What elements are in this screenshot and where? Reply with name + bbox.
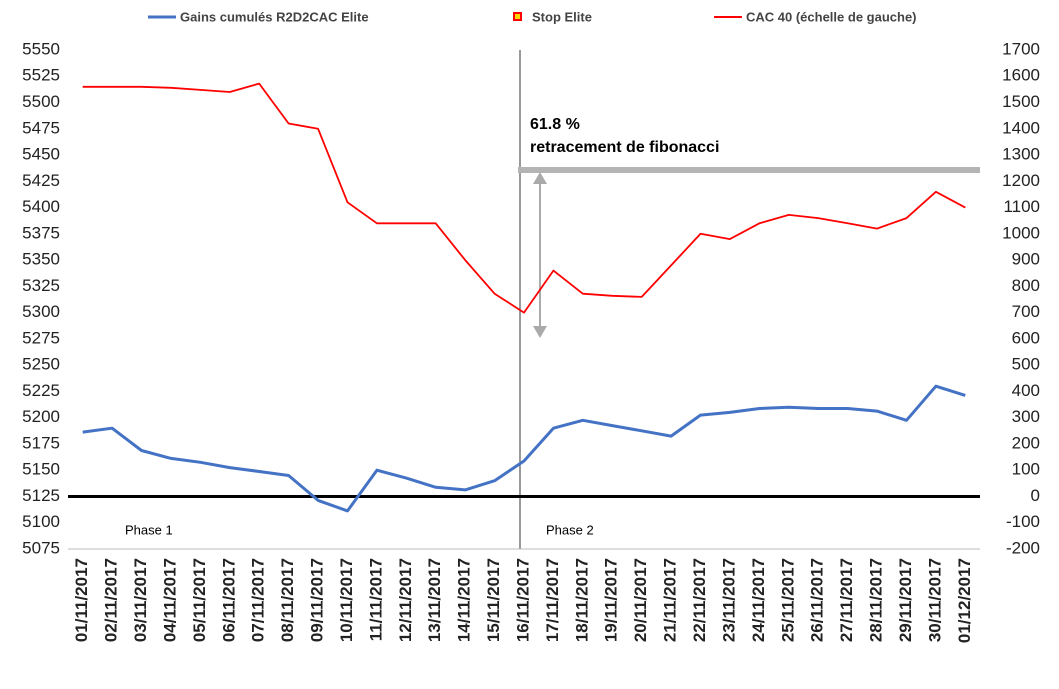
- y-tick-label: 5300: [22, 302, 60, 321]
- y-tick-label: 5550: [22, 39, 60, 58]
- y-tick-label: 5475: [22, 118, 60, 137]
- series-line: [82, 384, 966, 513]
- legend-item: CAC 40 (échelle de gauche): [714, 9, 917, 24]
- y2-tick-label: 1700: [1002, 39, 1040, 58]
- y2-tick-label: 1400: [1002, 118, 1040, 137]
- y-tick-label: 5225: [22, 381, 60, 400]
- legend-swatch: [513, 12, 522, 21]
- x-tick-label: 07/11/2017: [249, 558, 268, 642]
- x-tick-label: 16/11/2017: [513, 558, 532, 642]
- y2-tick-label: 200: [1012, 433, 1040, 452]
- y-tick-label: 5275: [22, 328, 60, 347]
- x-tick-label: 23/11/2017: [719, 558, 738, 642]
- x-tick-label: 02/11/2017: [102, 558, 121, 642]
- x-tick-label: 03/11/2017: [131, 558, 150, 642]
- x-tick-label: 15/11/2017: [484, 558, 503, 642]
- y-tick-label: 5525: [22, 66, 60, 85]
- annotation: Phase 2: [546, 522, 594, 537]
- x-tick-label: 14/11/2017: [455, 558, 474, 642]
- annotation: retracement de fibonacci: [530, 139, 719, 156]
- y2-tick-label: 800: [1012, 276, 1040, 295]
- y-tick-label: 5250: [22, 355, 60, 374]
- x-tick-label: 27/11/2017: [837, 558, 856, 642]
- legend-label: Gains cumulés R2D2CAC Elite: [180, 9, 369, 24]
- legend-label: CAC 40 (échelle de gauche): [746, 9, 917, 24]
- annotation: 61.8 %: [530, 116, 580, 133]
- x-tick-label: 28/11/2017: [867, 558, 886, 642]
- y-tick-label: 5200: [22, 407, 60, 426]
- legend-item: Gains cumulés R2D2CAC Elite: [148, 9, 369, 24]
- x-tick-label: 29/11/2017: [896, 558, 915, 642]
- x-tick-label: 24/11/2017: [749, 558, 768, 642]
- y-tick-label: 5125: [22, 486, 60, 505]
- y2-tick-label: 600: [1012, 328, 1040, 347]
- x-tick-label: 25/11/2017: [778, 558, 797, 642]
- y-tick-label: 5425: [22, 171, 60, 190]
- y2-tick-label: 400: [1012, 381, 1040, 400]
- x-tick-label: 19/11/2017: [602, 558, 621, 642]
- y2-tick-label: -100: [1006, 512, 1040, 531]
- x-tick-label: 21/11/2017: [661, 558, 680, 642]
- x-tick-label: 01/12/2017: [955, 558, 974, 643]
- x-tick-label: 20/11/2017: [631, 558, 650, 642]
- y2-tick-label: 1100: [1003, 197, 1040, 216]
- x-tick-label: 22/11/2017: [690, 558, 709, 642]
- y-tick-label: 5325: [22, 276, 60, 295]
- y-tick-label: 5400: [22, 197, 60, 216]
- y-tick-label: 5175: [22, 433, 60, 452]
- y-tick-label: 5075: [22, 538, 60, 557]
- x-tick-label: 17/11/2017: [543, 558, 562, 642]
- y2-tick-label: 1500: [1002, 92, 1040, 111]
- y2-tick-label: 500: [1012, 355, 1040, 374]
- legend-label: Stop Elite: [532, 9, 592, 24]
- x-tick-label: 01/11/2017: [72, 558, 91, 642]
- y2-tick-label: 300: [1012, 407, 1040, 426]
- y2-tick-label: 1000: [1002, 223, 1040, 242]
- y-tick-label: 5150: [22, 460, 60, 479]
- legend-item: Stop Elite: [513, 9, 592, 24]
- x-tick-label: 11/11/2017: [366, 558, 385, 641]
- annotation: Phase 1: [125, 522, 173, 537]
- x-tick-label: 13/11/2017: [425, 558, 444, 642]
- y2-tick-label: 1600: [1002, 66, 1040, 85]
- x-tick-label: 26/11/2017: [808, 558, 827, 642]
- x-tick-label: 30/11/2017: [925, 558, 944, 642]
- x-tick-label: 12/11/2017: [396, 558, 415, 642]
- y2-tick-label: 0: [1031, 486, 1040, 505]
- y-tick-label: 5350: [22, 250, 60, 269]
- y2-tick-label: 900: [1012, 250, 1040, 269]
- y2-tick-label: 1200: [1002, 171, 1040, 190]
- x-tick-label: 09/11/2017: [308, 558, 327, 642]
- series-line: [82, 82, 966, 314]
- y-tick-label: 5500: [22, 92, 60, 111]
- x-tick-label: 04/11/2017: [160, 558, 179, 642]
- y-tick-label: 5375: [22, 223, 60, 242]
- y2-tick-label: 700: [1012, 302, 1040, 321]
- x-tick-label: 06/11/2017: [219, 558, 238, 642]
- fibonacci-arrow: [533, 172, 547, 338]
- x-tick-label: 10/11/2017: [337, 558, 356, 642]
- y-tick-label: 5100: [22, 512, 60, 531]
- x-tick-label: 05/11/2017: [190, 558, 209, 642]
- x-tick-label: 08/11/2017: [278, 558, 297, 642]
- y-tick-label: 5450: [22, 145, 60, 164]
- y2-tick-label: 100: [1012, 460, 1040, 479]
- y2-tick-label: 1300: [1002, 145, 1040, 164]
- x-tick-label: 18/11/2017: [572, 558, 591, 642]
- y2-tick-label: -200: [1006, 538, 1040, 557]
